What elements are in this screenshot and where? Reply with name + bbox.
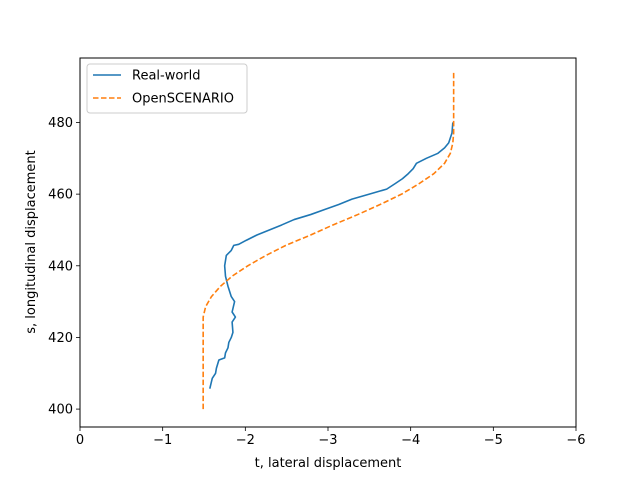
series-layer [202,71,455,410]
x-tick-label: −4 [401,433,420,448]
x-tick-label: −5 [484,433,503,448]
legend: Real-world OpenSCENARIO [86,63,248,114]
legend-label-openscenario: OpenSCENARIO [132,92,234,107]
y-axis-label: s, longitudinal displacement [24,150,39,333]
x-tick-label: −2 [236,433,255,448]
x-axis-label: t, lateral displacement [255,456,402,471]
x-tick-label: −6 [566,433,585,448]
x-tick-label: −3 [318,433,337,448]
series-line-real-world [209,122,454,389]
legend-frame [86,63,248,114]
x-tick-label: 0 [76,433,84,448]
legend-label-real-world: Real-world [132,69,201,84]
series-line-openscenario [202,71,455,410]
y-tick-label: 420 [48,331,73,346]
x-axis: 0 −1 −2 −3 −4 −5 −6 [76,427,586,448]
y-tick-label: 400 [48,403,73,418]
y-axis: 400 420 440 460 480 [48,116,80,418]
y-tick-label: 440 [48,259,73,274]
y-tick-label: 460 [48,188,73,203]
x-tick-label: −1 [153,433,172,448]
y-tick-label: 480 [48,116,73,131]
